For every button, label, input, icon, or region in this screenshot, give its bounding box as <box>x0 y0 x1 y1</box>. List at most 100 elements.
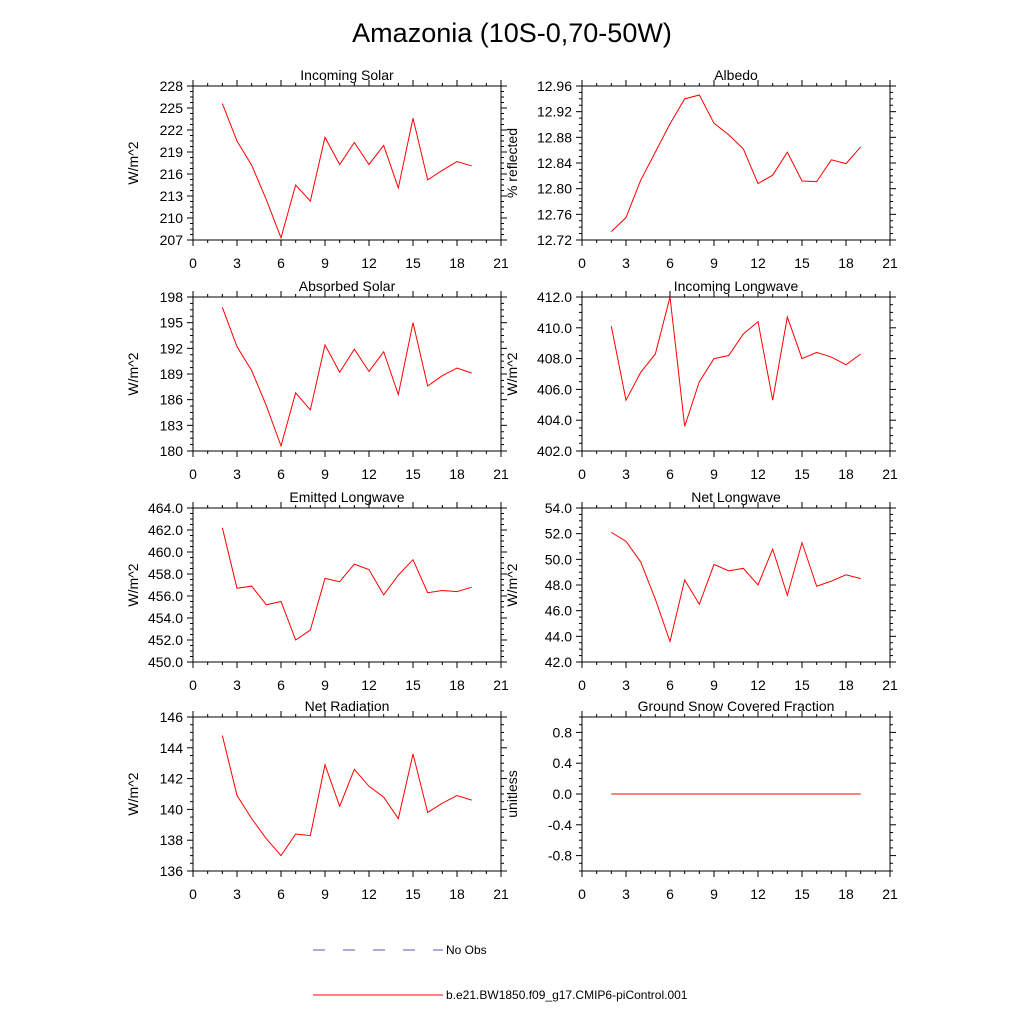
x-tick-label: 15 <box>405 255 421 271</box>
series-line <box>610 296 861 427</box>
x-tick-label: 15 <box>794 677 810 693</box>
y-tick-label: 222 <box>160 122 184 138</box>
x-tick-label: 21 <box>882 886 898 902</box>
x-tick-label: 0 <box>189 255 197 271</box>
x-tick-label: 21 <box>493 255 509 271</box>
panel-title: Net Longwave <box>691 489 781 505</box>
panel-title: Incoming Longwave <box>674 278 799 294</box>
y-tick-label: 138 <box>160 832 184 848</box>
x-tick-label: 0 <box>578 466 586 482</box>
y-tick-label: 0.0 <box>553 786 573 802</box>
x-tick-label: 15 <box>405 466 421 482</box>
chart-panel-6: Net Radiation 0 3 6 9 12 15 18 21 136 138 140 142 144… <box>125 698 509 902</box>
panel-title: Emitted Longwave <box>289 489 404 505</box>
x-tick-label: 3 <box>233 677 241 693</box>
figure-title: Amazonia (10S-0,70-50W) <box>352 18 672 48</box>
x-tick-label: 21 <box>493 466 509 482</box>
x-tick-label: 0 <box>189 886 197 902</box>
x-tick-label: 21 <box>493 886 509 902</box>
x-tick-label: 9 <box>710 466 718 482</box>
y-tick-label: -0.4 <box>548 817 572 833</box>
y-tick-label: 144 <box>160 740 184 756</box>
x-tick-label: 0 <box>578 886 586 902</box>
y-tick-label: 207 <box>160 232 184 248</box>
y-tick-label: 12.80 <box>537 181 572 197</box>
x-tick-label: 6 <box>277 886 285 902</box>
y-axis-label: W/m^2 <box>504 563 520 606</box>
y-tick-label: 225 <box>160 100 184 116</box>
y-tick-label: 462.0 <box>148 522 183 538</box>
x-tick-label: 12 <box>361 886 377 902</box>
x-tick-label: 9 <box>710 255 718 271</box>
y-tick-label: -0.8 <box>548 848 572 864</box>
chart-panel-4: Emitted Longwave 0 3 6 9 12 15 18 21 450.0 452.0 45… <box>125 489 509 693</box>
legend-obs-label: No Obs <box>446 943 487 957</box>
y-tick-label: 402.0 <box>537 443 572 459</box>
x-tick-label: 18 <box>838 886 854 902</box>
y-axis-label: unitless <box>504 770 520 817</box>
y-tick-label: 50.0 <box>545 551 572 567</box>
x-tick-label: 12 <box>750 677 766 693</box>
x-tick-label: 3 <box>622 886 630 902</box>
x-tick-label: 12 <box>361 255 377 271</box>
series-line <box>221 103 472 240</box>
y-tick-label: 195 <box>160 315 184 331</box>
x-tick-label: 15 <box>794 255 810 271</box>
panel-title: Net Radiation <box>305 698 390 714</box>
y-tick-label: 210 <box>160 210 184 226</box>
x-tick-label: 6 <box>666 886 674 902</box>
y-tick-label: 146 <box>160 709 184 725</box>
x-tick-label: 18 <box>838 255 854 271</box>
plot-frame <box>192 716 502 872</box>
series-line <box>221 735 472 857</box>
plot-frame <box>581 296 891 452</box>
x-tick-label: 9 <box>710 677 718 693</box>
y-tick-label: 216 <box>160 166 184 182</box>
y-tick-label: 456.0 <box>148 588 183 604</box>
y-tick-label: 136 <box>160 863 184 879</box>
series-line <box>221 527 472 641</box>
x-tick-label: 3 <box>622 255 630 271</box>
chart-panel-5: Net Longwave 0 3 6 9 12 15 18 21 42.0 44.0 46.0 48.0… <box>504 489 898 693</box>
x-tick-label: 6 <box>666 677 674 693</box>
y-tick-label: 452.0 <box>148 632 183 648</box>
x-tick-label: 3 <box>622 466 630 482</box>
panel-title: Albedo <box>714 67 758 83</box>
y-axis-label: W/m^2 <box>125 772 141 815</box>
x-tick-label: 9 <box>321 677 329 693</box>
x-tick-label: 3 <box>233 466 241 482</box>
y-tick-label: 213 <box>160 188 184 204</box>
y-tick-label: 0.4 <box>553 755 573 771</box>
series-line <box>221 307 472 448</box>
panel-title: Absorbed Solar <box>299 278 396 294</box>
x-tick-label: 0 <box>189 677 197 693</box>
x-tick-label: 18 <box>449 886 465 902</box>
x-tick-label: 3 <box>233 255 241 271</box>
y-axis-label: W/m^2 <box>125 352 141 395</box>
x-tick-label: 21 <box>882 466 898 482</box>
series-line <box>610 94 862 233</box>
x-tick-label: 6 <box>666 466 674 482</box>
y-axis-label: % reflected <box>504 128 520 198</box>
y-tick-label: 142 <box>160 771 184 787</box>
y-tick-label: 12.92 <box>537 104 572 120</box>
y-tick-label: 406.0 <box>537 381 572 397</box>
x-tick-label: 18 <box>838 677 854 693</box>
y-tick-label: 12.96 <box>537 78 572 94</box>
y-axis-label: W/m^2 <box>125 141 141 184</box>
y-tick-label: 410.0 <box>537 320 572 336</box>
panel-title: Ground Snow Covered Fraction <box>638 698 835 714</box>
series-line <box>611 531 861 644</box>
x-tick-label: 0 <box>578 677 586 693</box>
x-tick-label: 12 <box>750 255 766 271</box>
y-tick-label: 189 <box>160 366 184 382</box>
plot-frame <box>581 507 891 663</box>
chart-panel-1: Albedo 0 3 6 9 12 15 18 21 12.72 12.76 12.80 12.84 12… <box>504 67 898 271</box>
y-tick-label: 12.76 <box>537 206 572 222</box>
chart-panel-7: Ground Snow Covered Fraction 0 3 6 9 12 15 18 21… <box>504 698 898 902</box>
x-tick-label: 21 <box>882 677 898 693</box>
y-tick-label: 54.0 <box>545 500 572 516</box>
x-tick-label: 0 <box>578 255 586 271</box>
y-tick-label: 140 <box>160 801 184 817</box>
